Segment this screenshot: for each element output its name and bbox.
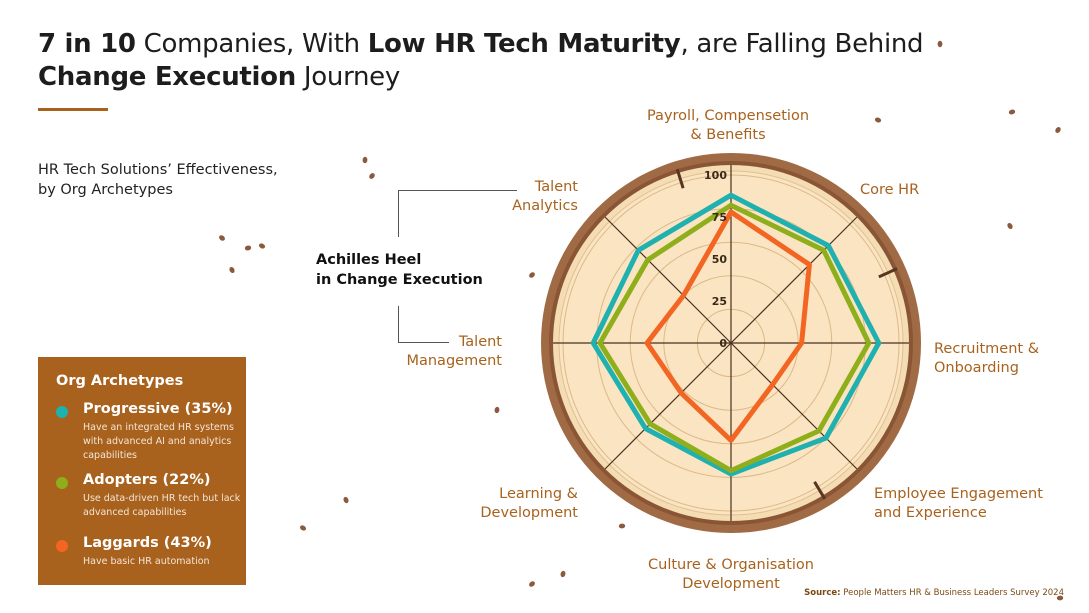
- sawdust-speck: [244, 245, 252, 251]
- axis-label-0-0: Payroll, Compensetion: [647, 108, 809, 124]
- chart-subtitle: HR Tech Solutions’ Effectiveness, by Org…: [38, 160, 318, 200]
- sawdust-speck: [219, 235, 225, 241]
- tick-label-25: 25: [712, 295, 727, 308]
- subtitle-line-2: by Org Archetypes: [38, 182, 173, 198]
- legend-desc-adopters: Use data-driven HR tech but lack advance…: [83, 493, 241, 518]
- axis-spoke-7: [604, 216, 732, 344]
- annotation-bracket-top: [398, 190, 517, 237]
- axis-label-0-1: & Benefits: [690, 127, 765, 143]
- sawdust-speck: [1056, 595, 1064, 601]
- bark-crack-1: [878, 267, 898, 279]
- series-line-1: [597, 202, 872, 474]
- legend-desc-progressive: Have an integrated HR systems with advan…: [83, 422, 234, 461]
- title-text-6: Journey: [295, 62, 400, 92]
- axis-label-2-1: Onboarding: [934, 360, 1019, 376]
- axis-spoke-5: [604, 342, 732, 470]
- legend-panel: Org Archetypes Progressive (35%) Have an…: [38, 357, 246, 585]
- axis-label-4-1: Development: [682, 576, 780, 592]
- legend-dot-progressive: [56, 406, 68, 418]
- tick-label-75: 75: [712, 211, 727, 224]
- sawdust-speck: [362, 156, 368, 164]
- series-line-0: [590, 192, 882, 477]
- legend-desc-laggards: Have basic HR automation: [83, 556, 210, 567]
- title-underline: [38, 108, 108, 111]
- legend-heading: Org Archetypes: [56, 373, 184, 389]
- legend-dot-laggards: [56, 540, 68, 552]
- tick-label-100: 100: [704, 169, 727, 182]
- bark-crack-2: [813, 481, 827, 500]
- title-bold-5: Change Execution: [38, 62, 296, 92]
- axis-label-3-0: Employee Engagement: [874, 486, 1043, 502]
- sawdust-speck: [343, 496, 349, 504]
- axis-label-7-1: Analytics: [512, 198, 578, 214]
- bark-crack-0: [675, 168, 685, 189]
- sawdust-speck: [258, 243, 266, 249]
- axis-label-4-0: Culture & Organisation: [648, 557, 814, 573]
- sawdust-speck: [560, 570, 566, 578]
- axis-label-6-0: Talent: [458, 334, 502, 350]
- source-text: People Matters HR & Business Leaders Sur…: [840, 588, 1064, 598]
- legend-label-adopters: Adopters (22%): [83, 472, 211, 488]
- legend-dot-adopters: [56, 477, 68, 489]
- page-title: 7 in 10 Companies, With Low HR Tech Matu…: [38, 28, 958, 94]
- axis-spoke-3: [730, 342, 858, 470]
- sawdust-speck: [299, 525, 307, 531]
- sawdust-speck: [529, 272, 535, 278]
- legend-label-progressive: Progressive (35%): [83, 401, 233, 417]
- axis-label-7-0: Talent: [534, 179, 578, 195]
- axis-label-3-1: and Experience: [874, 505, 987, 521]
- axis-label-2-0: Recruitment &: [934, 341, 1039, 357]
- subtitle-line-1: HR Tech Solutions’ Effectiveness,: [38, 162, 278, 178]
- axis-label-5-0: Learning &: [499, 486, 578, 502]
- sawdust-speck: [874, 117, 882, 123]
- sawdust-speck: [937, 40, 943, 48]
- title-text-4: , are Falling Behind: [680, 29, 924, 59]
- title-text-2: Companies, With: [135, 29, 368, 59]
- source-note: Source: People Matters HR & Business Lea…: [804, 588, 1064, 598]
- sawdust-speck: [369, 173, 375, 179]
- tick-label-50: 50: [712, 253, 728, 266]
- tick-label-0: 0: [719, 337, 727, 350]
- legend-label-laggards: Laggards (43%): [83, 535, 212, 551]
- axis-spoke-1: [730, 216, 858, 344]
- annotation-bracket-bottom: [398, 306, 449, 343]
- sawdust-speck: [494, 406, 500, 414]
- axis-label-6-1: Management: [406, 353, 502, 369]
- sawdust-speck: [1007, 223, 1013, 229]
- sawdust-speck: [1008, 109, 1016, 115]
- sawdust-speck: [229, 266, 235, 274]
- annotation-line-2: in Change Execution: [316, 272, 483, 288]
- title-bold-3: Low HR Tech Maturity: [367, 29, 681, 59]
- sawdust-speck: [618, 523, 626, 529]
- annotation-line-1: Achilles Heel: [316, 252, 422, 268]
- source-label: Source:: [804, 588, 841, 598]
- series-line-2: [644, 209, 812, 443]
- sawdust-speck: [1055, 127, 1061, 133]
- title-bold-1: 7 in 10: [38, 29, 136, 59]
- sawdust-speck: [529, 581, 535, 587]
- axis-label-5-1: Development: [480, 505, 578, 521]
- annotation-achilles-heel: Achilles Heel in Change Execution: [316, 250, 516, 290]
- axis-label-1-0: Core HR: [860, 182, 919, 198]
